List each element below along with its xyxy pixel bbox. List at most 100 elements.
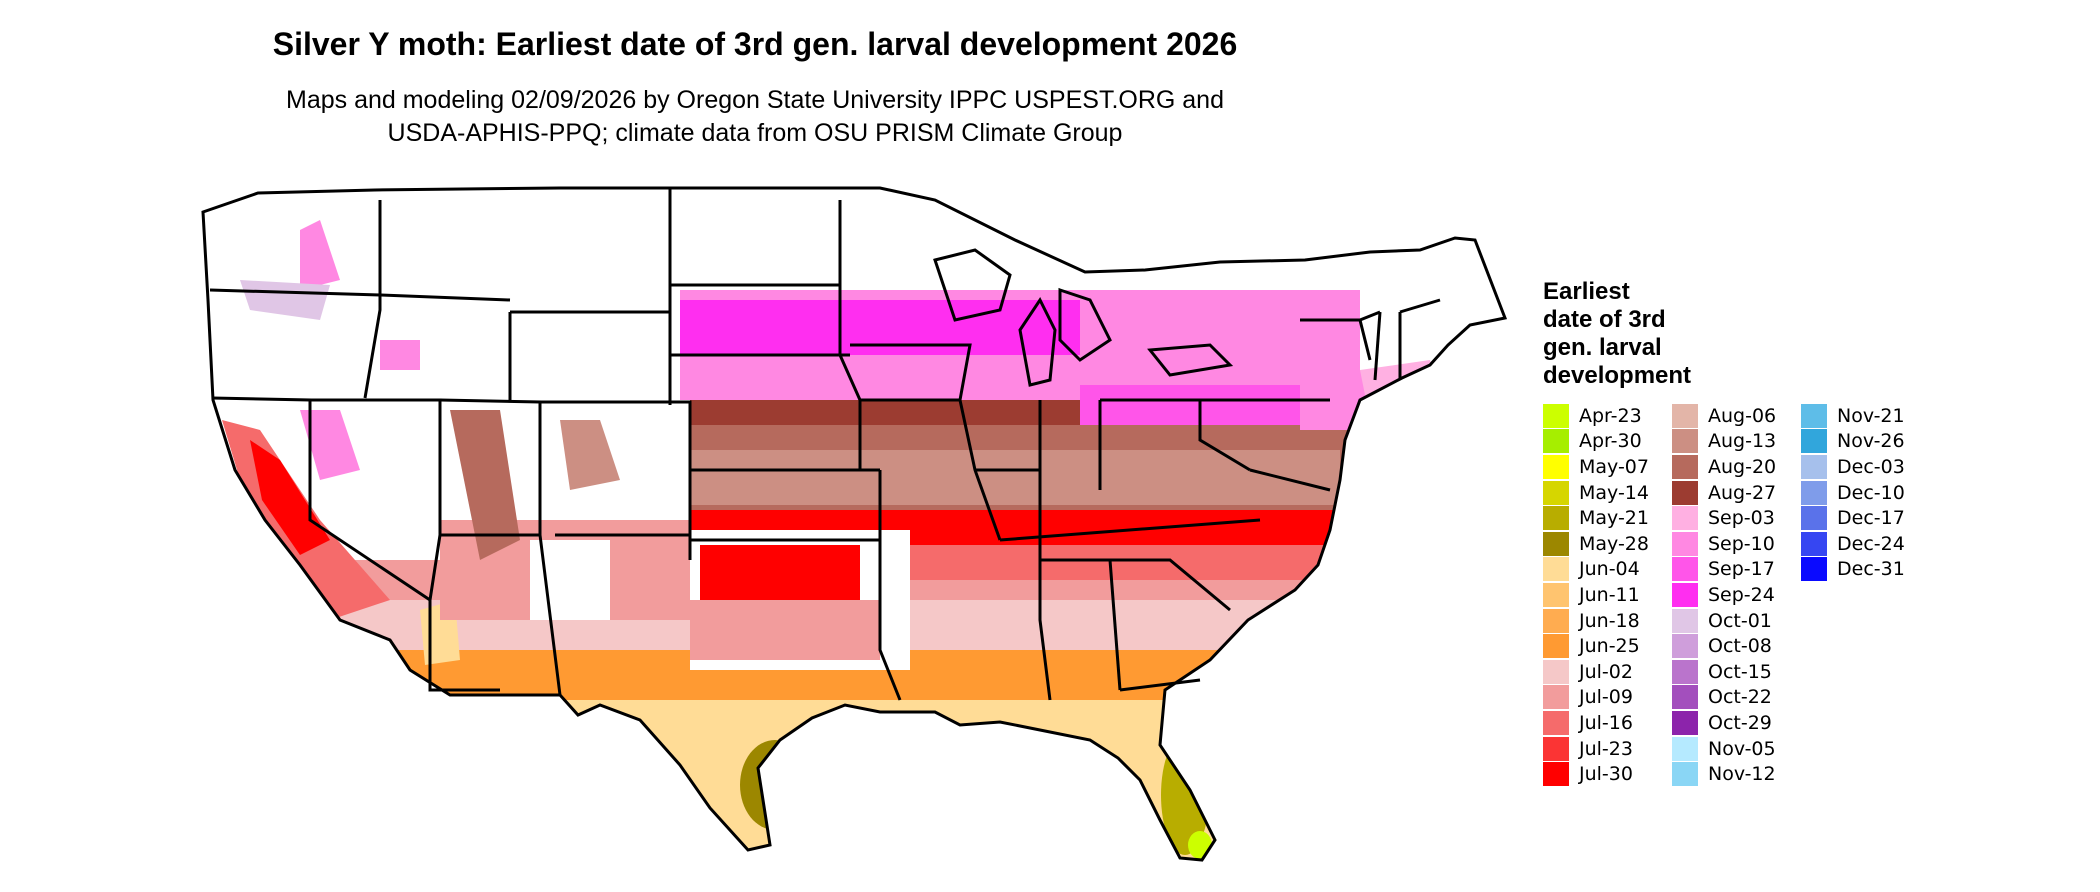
legend-swatch [1801,429,1827,454]
legend-label: Apr-30 [1579,430,1642,453]
legend-label: Dec-10 [1837,481,1905,504]
legend-swatch [1543,454,1569,479]
legend-swatch [1672,762,1698,787]
legend-swatch [1543,557,1569,582]
legend-item: Nov-05 [1672,736,1776,762]
legend-label: Dec-03 [1837,455,1905,478]
legend-label: May-14 [1579,481,1649,504]
legend-item: Jul-16 [1543,710,1649,736]
legend-swatch [1543,531,1569,556]
legend-label: Dec-17 [1837,507,1905,530]
legend-label: Nov-21 [1837,404,1905,427]
legend-swatch [1543,480,1569,505]
legend-item: Nov-21 [1801,403,1905,429]
legend-label: Oct-15 [1708,660,1772,683]
legend-item: Dec-24 [1801,531,1905,557]
legend-label: Jul-16 [1579,711,1633,734]
legend-label: Nov-26 [1837,430,1905,453]
legend-swatch [1801,506,1827,531]
legend-label: Aug-13 [1708,430,1777,453]
legend-label: Jul-23 [1579,737,1633,760]
legend-label: Aug-06 [1708,404,1777,427]
legend-label: Sep-10 [1708,532,1775,555]
legend-swatch [1672,506,1698,531]
legend-item: Dec-03 [1801,454,1905,480]
legend-swatch [1543,710,1569,735]
subtitle-line-1: Maps and modeling 02/09/2026 by Oregon S… [286,86,1224,114]
legend-label: Oct-29 [1708,711,1772,734]
legend-item: Aug-27 [1672,480,1776,506]
legend-label: Jul-09 [1579,686,1633,709]
legend-title-line: Earliest [1543,278,1630,305]
legend-swatch [1801,480,1827,505]
legend-column-1: Apr-23 Apr-30 May-07 May-14 May-21 May-28 Jun-… [1543,403,1649,787]
legend-item: Jul-09 [1543,685,1649,711]
legend-swatch [1543,429,1569,454]
legend-item: May-21 [1543,505,1649,531]
legend-item: Jun-18 [1543,608,1649,634]
legend-swatch [1672,736,1698,761]
legend-label: Jun-11 [1579,583,1640,606]
legend-swatch [1672,454,1698,479]
legend-swatch [1801,454,1827,479]
legend-label: Aug-27 [1708,481,1777,504]
legend-label: Nov-12 [1708,763,1776,786]
legend-item: May-28 [1543,531,1649,557]
legend-item: May-07 [1543,454,1649,480]
legend-item: Jun-04 [1543,557,1649,583]
legend-swatch [1801,557,1827,582]
legend-swatch [1543,736,1569,761]
legend-swatch [1801,403,1827,428]
legend-title-line: development [1543,362,1692,389]
legend-item: Aug-20 [1672,454,1776,480]
legend-item: Nov-12 [1672,761,1776,787]
legend-item: Jun-11 [1543,582,1649,608]
legend-item: Oct-01 [1672,608,1776,634]
legend-swatch [1672,480,1698,505]
legend-label: Apr-23 [1579,404,1642,427]
legend-item: Oct-29 [1672,710,1776,736]
legend-item: Sep-24 [1672,582,1776,608]
legend-label: Dec-31 [1837,558,1905,581]
legend-label: Jun-25 [1579,635,1640,658]
legend-label: Oct-22 [1708,686,1772,709]
legend-item: Dec-10 [1801,480,1905,506]
legend-swatch [1543,608,1569,633]
map-subtitle: Maps and modeling 02/09/2026 by Oregon S… [0,84,1510,150]
legend-item: Aug-06 [1672,403,1776,429]
legend-title: Earliest date of 3rd gen. larval develop… [1543,278,1691,390]
legend-item: Sep-17 [1672,557,1776,583]
legend-label: May-07 [1579,455,1649,478]
legend-swatch [1543,762,1569,787]
legend-swatch [1543,582,1569,607]
legend-label: Jul-02 [1579,660,1633,683]
legend-item: Apr-23 [1543,403,1649,429]
legend-swatch [1672,659,1698,684]
legend-label: Sep-17 [1708,558,1775,581]
legend-label: Aug-20 [1708,455,1777,478]
legend-label: Nov-05 [1708,737,1776,760]
map-title: Silver Y moth: Earliest date of 3rd gen.… [272,26,1238,62]
legend-label: Jun-04 [1579,558,1640,581]
legend-title-line: gen. larval [1543,334,1662,361]
legend-label: Jul-30 [1579,763,1633,786]
legend-item: Jul-02 [1543,659,1649,685]
legend-item: Oct-22 [1672,685,1776,711]
legend-label: Oct-01 [1708,609,1772,632]
legend-swatch [1672,429,1698,454]
legend-swatch [1672,685,1698,710]
legend-item: Oct-15 [1672,659,1776,685]
legend-item: Dec-31 [1801,557,1905,583]
legend-item: Apr-30 [1543,429,1649,455]
legend-swatch [1672,710,1698,735]
legend-item: Dec-17 [1801,505,1905,531]
legend-item: Sep-03 [1672,505,1776,531]
subtitle-line-2: USDA-APHIS-PPQ; climate data from OSU PR… [387,119,1123,147]
legend-item: Sep-10 [1672,531,1776,557]
legend-label: May-28 [1579,532,1649,555]
legend-label: Dec-24 [1837,532,1905,555]
legend-swatch [1672,557,1698,582]
legend-item: Jul-30 [1543,761,1649,787]
legend-swatch [1672,634,1698,659]
legend-column-2: Aug-06 Aug-13 Aug-20 Aug-27 Sep-03 Sep-10 Sep-… [1672,403,1776,787]
